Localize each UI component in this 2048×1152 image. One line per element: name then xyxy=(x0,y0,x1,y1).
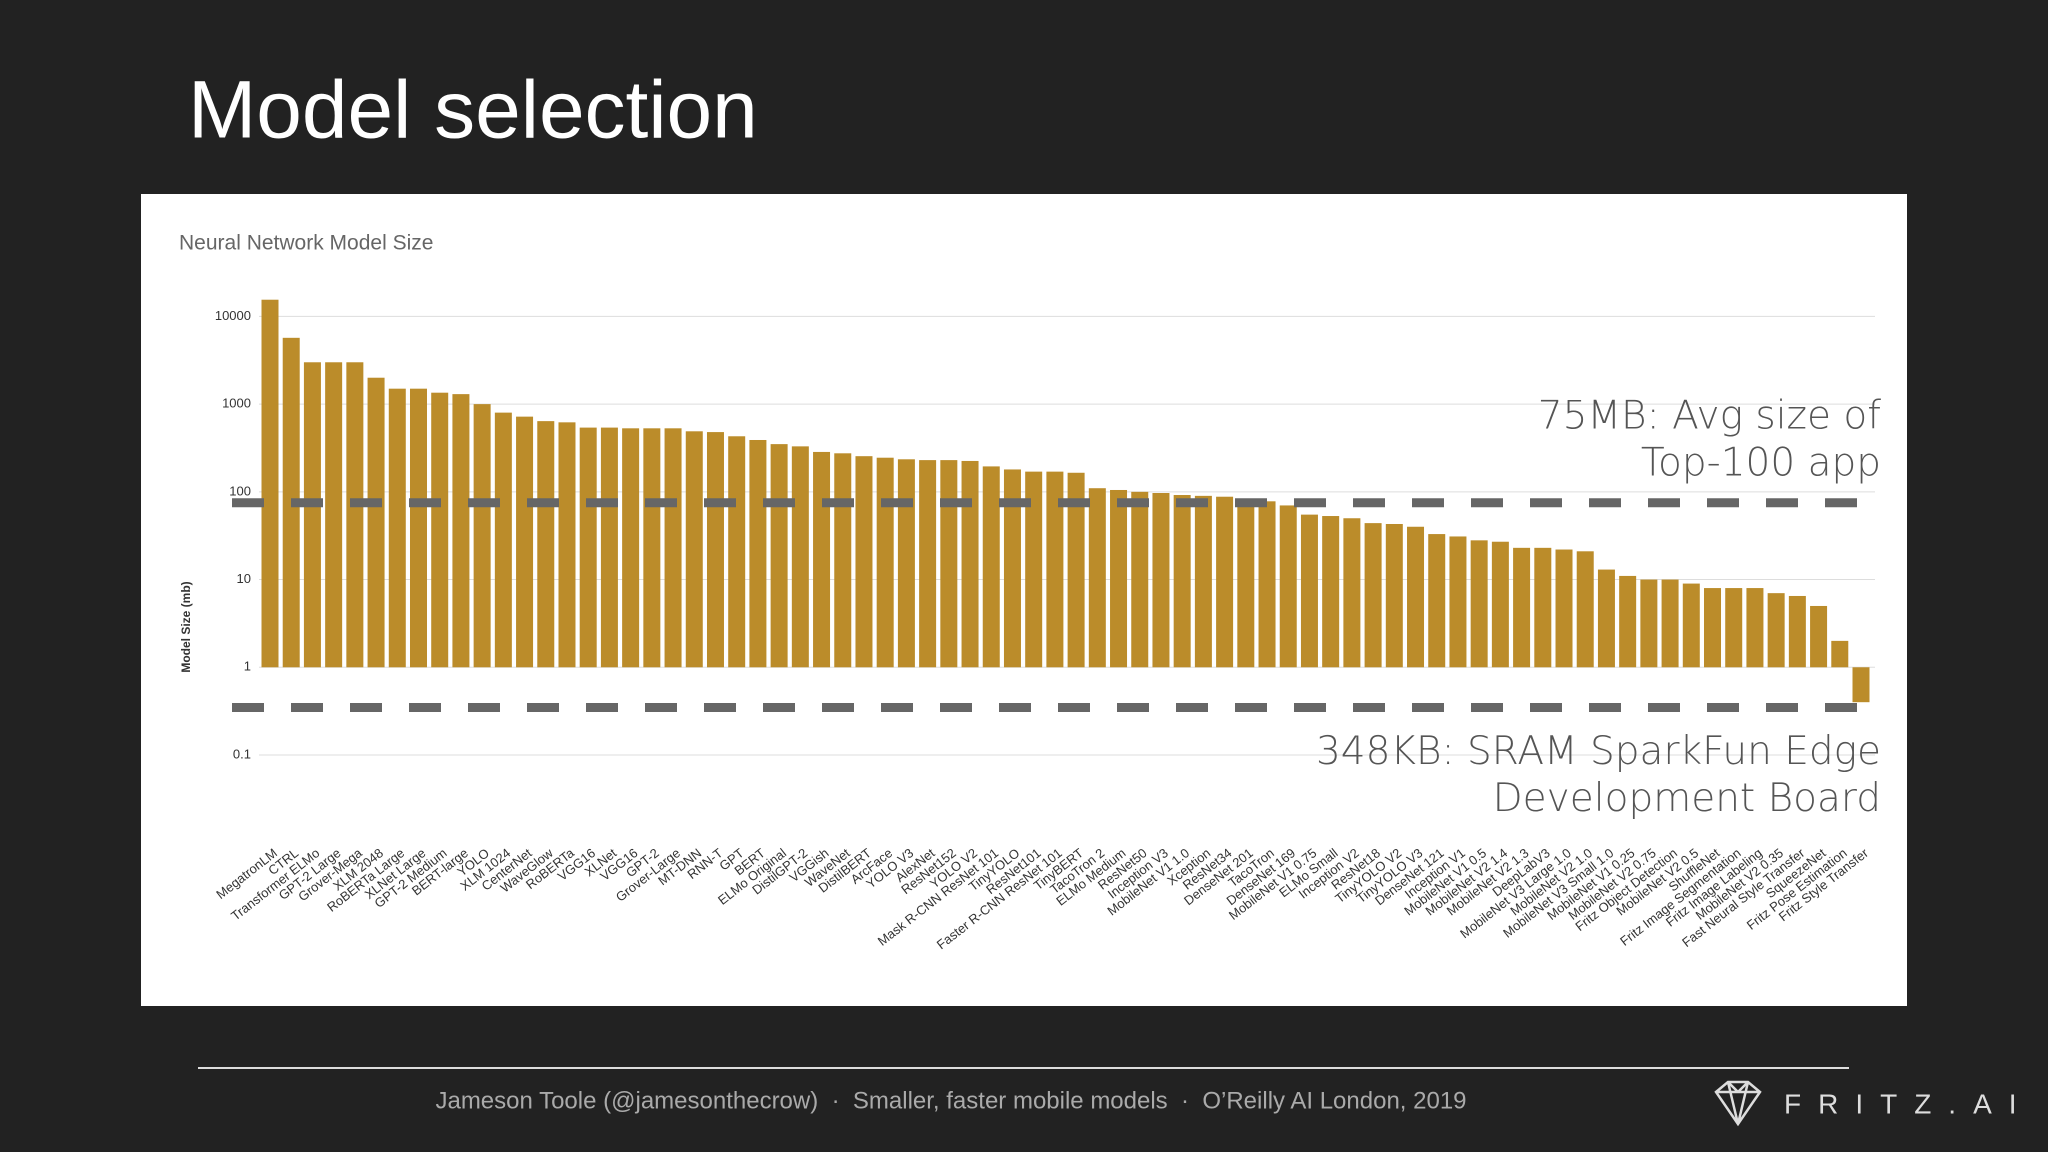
chart-title: Neural Network Model Size xyxy=(179,232,433,255)
bar xyxy=(706,432,724,668)
bar xyxy=(452,394,470,668)
bar xyxy=(1788,595,1806,668)
y-tick-label: 1000 xyxy=(222,396,251,411)
bar xyxy=(1131,491,1149,668)
bar xyxy=(770,444,788,668)
bar xyxy=(1534,547,1552,668)
bar xyxy=(813,451,831,668)
bar xyxy=(1025,471,1043,668)
logo-shape xyxy=(1714,1080,1762,1127)
bar xyxy=(961,460,979,668)
bar xyxy=(664,428,682,668)
bar xyxy=(325,362,343,668)
bar xyxy=(1555,549,1573,668)
bar xyxy=(1682,583,1700,668)
bar xyxy=(1470,540,1488,668)
bar xyxy=(940,460,958,668)
bar xyxy=(1831,640,1849,668)
y-tick-label: 10000 xyxy=(215,308,251,323)
annotation-text: 348KB: SRAM SparkFun Edge xyxy=(1316,729,1881,774)
bar xyxy=(1322,516,1340,668)
bar xyxy=(367,377,385,668)
bar xyxy=(982,466,1000,668)
logo-icon xyxy=(1714,1080,1762,1127)
bar xyxy=(346,362,364,668)
y-tick-label: 10 xyxy=(237,571,251,586)
bar xyxy=(1258,501,1276,668)
bar xyxy=(1640,579,1658,668)
bar xyxy=(409,388,427,668)
bar xyxy=(897,459,915,668)
bar xyxy=(1597,569,1615,668)
bar xyxy=(685,431,703,668)
bar xyxy=(261,299,279,668)
bar xyxy=(1428,534,1446,668)
footer-text: Jameson Toole (@jamesonthecrow) · Smalle… xyxy=(435,1087,1466,1114)
annotation-text: 75MB: Avg size of xyxy=(1538,393,1882,438)
bar xyxy=(919,460,937,668)
annotation-text: Development Board xyxy=(1493,776,1881,821)
bar xyxy=(388,388,406,668)
y-tick-label: 0.1 xyxy=(233,746,251,761)
bar xyxy=(1725,588,1743,668)
bar xyxy=(558,422,576,668)
bar xyxy=(1767,593,1785,668)
bar xyxy=(1746,588,1764,668)
bar xyxy=(579,427,597,668)
bar xyxy=(834,453,852,668)
annotation-text: Top-100 app xyxy=(1641,440,1881,485)
bar xyxy=(431,392,449,668)
bar xyxy=(600,427,618,668)
bar xyxy=(876,457,894,668)
bar xyxy=(1110,489,1128,668)
bar xyxy=(1852,667,1870,703)
bar xyxy=(1194,495,1212,668)
bar xyxy=(643,428,661,668)
bar xyxy=(1216,496,1234,668)
bar xyxy=(1152,493,1170,668)
bar xyxy=(749,439,767,668)
bar xyxy=(1046,471,1064,668)
bar xyxy=(1088,488,1106,668)
bar xyxy=(1407,526,1425,668)
y-axis-label: Model Size (mb) xyxy=(179,581,193,672)
bar xyxy=(1385,523,1403,668)
bar xyxy=(728,436,746,668)
bar xyxy=(1279,505,1297,668)
bar xyxy=(1003,469,1021,668)
bar xyxy=(1491,541,1509,668)
bar xyxy=(1576,551,1594,668)
bar xyxy=(1449,536,1467,668)
bar xyxy=(791,446,809,668)
bar xyxy=(1619,575,1637,668)
bar xyxy=(1173,495,1191,668)
bar xyxy=(1067,472,1085,668)
bar xyxy=(494,412,512,668)
y-tick-label: 100 xyxy=(229,483,251,498)
logo-text: FRITZ.AI xyxy=(1784,1088,2034,1119)
bar xyxy=(1343,518,1361,668)
bar xyxy=(1704,588,1722,668)
bar xyxy=(473,404,491,668)
slide-title: Model selection xyxy=(188,65,758,156)
bar xyxy=(1661,579,1679,668)
bar xyxy=(516,416,534,668)
bar xyxy=(303,362,321,668)
y-tick-label: 1 xyxy=(244,659,251,674)
bar xyxy=(1364,523,1382,668)
bar xyxy=(1300,514,1318,668)
bar xyxy=(1810,605,1828,668)
bar xyxy=(1513,547,1531,668)
bar xyxy=(537,421,555,668)
bar xyxy=(1237,499,1255,668)
bar xyxy=(622,428,640,668)
bar xyxy=(855,456,873,668)
